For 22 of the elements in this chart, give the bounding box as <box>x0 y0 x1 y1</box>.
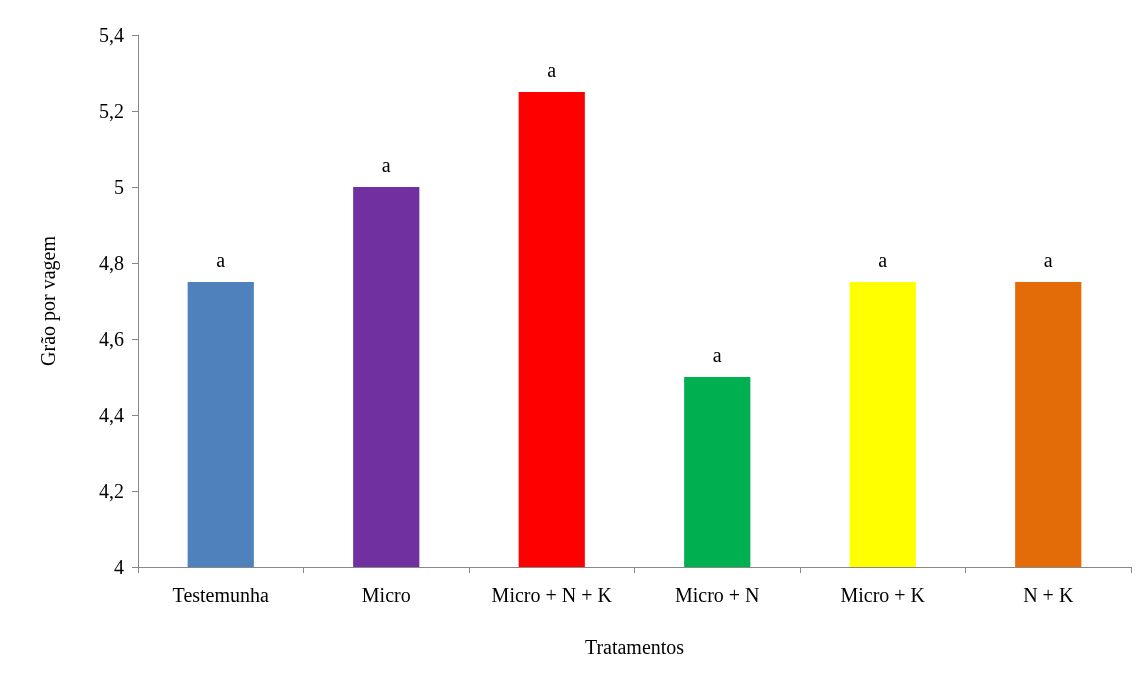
data-label: a <box>712 344 722 366</box>
y-tick-label: 4,2 <box>99 480 124 502</box>
data-label: a <box>547 59 557 81</box>
data-label: a <box>1043 249 1053 271</box>
x-tick-label: Testemunha <box>172 584 270 606</box>
x-tick-label: Micro + N <box>674 584 760 606</box>
y-tick-label: 4,8 <box>99 252 124 274</box>
x-tick-label: N + K <box>1023 584 1074 606</box>
x-tick-label: Micro + K <box>840 584 926 606</box>
y-tick-label: 5 <box>114 176 124 198</box>
y-tick-label: 5,4 <box>99 24 124 46</box>
data-label: a <box>878 249 888 271</box>
data-label: a <box>381 154 391 176</box>
x-tick-label: Micro + N + K <box>491 584 613 606</box>
x-tick-label: Micro <box>361 584 411 606</box>
y-tick-label: 4,4 <box>99 404 124 426</box>
y-tick-label: 5,2 <box>99 100 124 122</box>
x-axis-title: Tratamentos <box>584 636 685 658</box>
y-tick-label: 4 <box>114 556 124 578</box>
y-axis-title: Grão por vagem <box>37 235 60 366</box>
data-label: a <box>216 249 226 271</box>
y-tick-label: 4,6 <box>99 328 124 350</box>
